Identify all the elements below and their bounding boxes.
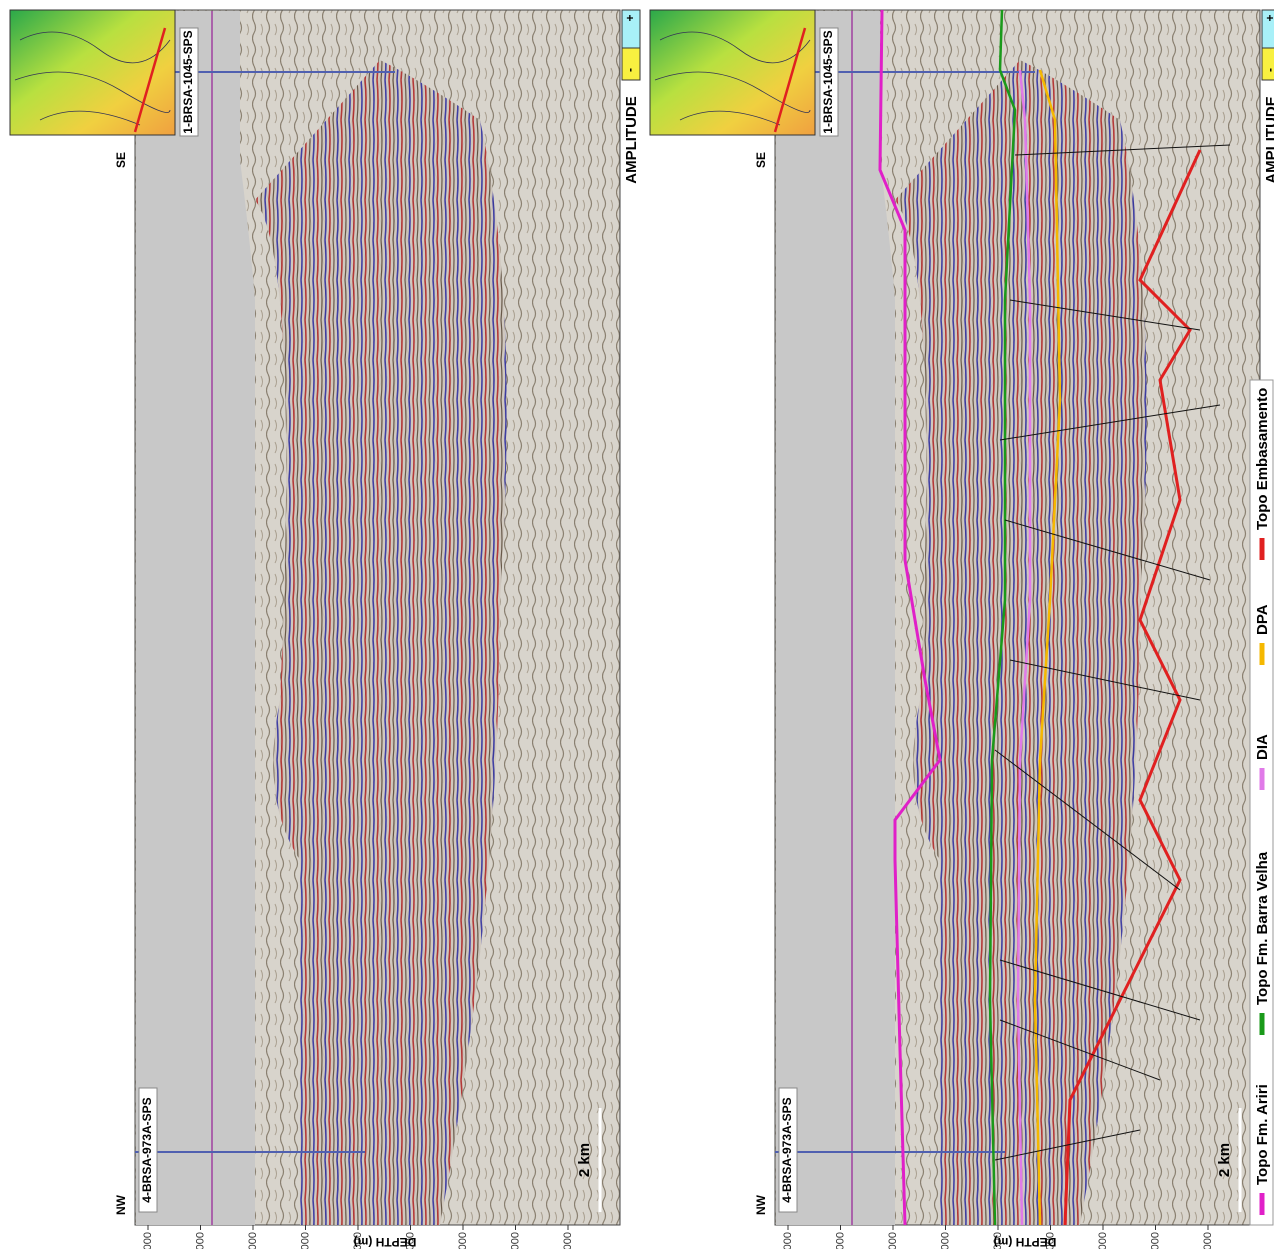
depth-tick-label: -2000 [194,1232,206,1249]
legend-label: DIA [1254,734,1271,760]
depth-tick-label: -7000 [457,1232,469,1249]
legend-label: Topo Fm. Barra Velha [1254,851,1271,1005]
depth-tick-label: -8000 [509,1232,521,1249]
scale-bar-label: 2 km [576,1143,593,1177]
colorbar-minus [1262,48,1274,80]
legend: Topo Fm. Ariri Topo Fm. Barra Velha DIA DPA… [1250,380,1273,1225]
depth-tick-label: -4000 [939,1232,951,1249]
colorbar-minus-label: - [623,68,637,72]
depth-tick-label: -3000 [247,1232,259,1249]
colorbar-minus-label: - [1263,68,1274,72]
depth-tick-label: -9000 [562,1232,574,1249]
colorbar-plus-label: + [1263,14,1274,21]
location-map [650,10,815,135]
well-left-label: 4-BRSA-973A-SPS [140,1097,154,1202]
depth-tick-label: -7000 [1097,1232,1109,1249]
depth-tick-label: -9000 [1202,1232,1214,1249]
colorbar-title: AMPLITUDE [623,96,640,184]
seismic-panel: -1000-2000-3000-4000-5000-6000-7000-8000… [650,10,1274,1249]
water-column [136,11,255,1225]
scale-bar-label: 2 km [1216,1143,1233,1177]
legend-label: Topo Embasamento [1254,388,1271,530]
depth-tick-label: -1000 [782,1232,794,1249]
depth-axis-label: DEPTH (m) [354,1235,417,1249]
water-column [776,11,895,1225]
figure: -1000-2000-3000-4000-5000-6000-7000-8000… [0,0,1274,1249]
legend-label: DPA [1254,604,1271,635]
colorbar-title: AMPLITUDE [1263,96,1274,184]
depth-tick-label: -3000 [887,1232,899,1249]
seismic-panel: -1000-2000-3000-4000-5000-6000-7000-8000… [10,10,640,1249]
left-label: NW [114,1194,128,1215]
left-label: NW [754,1194,768,1215]
well-right-label: 1-BRSA-1045-SPS [821,30,835,133]
well-left-label: 4-BRSA-973A-SPS [780,1097,794,1202]
colorbar-plus-label: + [623,14,637,21]
depth-tick-label: -2000 [834,1232,846,1249]
right-label: SE [754,152,768,168]
depth-tick-label: -8000 [1149,1232,1161,1249]
well-right-label: 1-BRSA-1045-SPS [181,30,195,133]
right-label: SE [114,152,128,168]
depth-axis-label: DEPTH (m) [994,1235,1057,1249]
depth-tick-label: -4000 [299,1232,311,1249]
depth-tick-label: -1000 [142,1232,154,1249]
colorbar-minus [622,48,640,80]
legend-label: Topo Fm. Ariri [1254,1084,1271,1185]
location-map [10,10,175,135]
